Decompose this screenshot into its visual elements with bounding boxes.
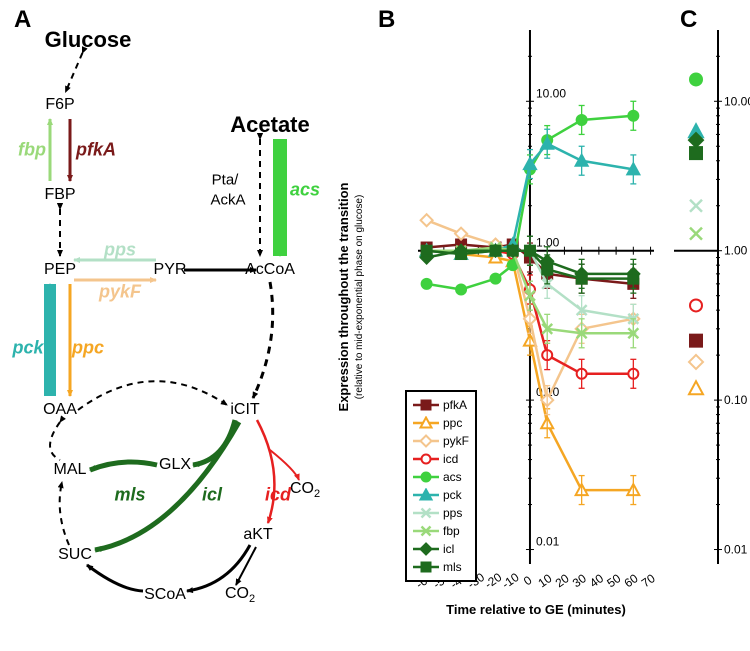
node-suc: SUC	[58, 546, 92, 564]
svg-text:40: 40	[587, 571, 606, 590]
svg-text:Time relative to GE (minutes): Time relative to GE (minutes)	[446, 602, 626, 617]
svg-text:-10: -10	[499, 570, 522, 592]
gene-label-icl: icl	[202, 485, 222, 506]
legend-item-ppc: ppc	[413, 414, 469, 432]
panel-b-chart: 0.010.101.0010.00-60-50-40-30-20-1001020…	[370, 20, 660, 620]
svg-text:30: 30	[570, 571, 589, 590]
node-icit: iCIT	[230, 401, 259, 419]
node-accoa: AcCoA	[245, 261, 295, 279]
svg-text:0.10: 0.10	[724, 393, 748, 407]
legend-item-pfkA: pfkA	[413, 396, 469, 414]
figure-root: A B C GlucoseF6PFBPPEPPYRAcetateAcCoAOAA…	[0, 0, 750, 651]
gene-label-pykF: pykF	[99, 282, 141, 303]
panel-c-chart: 0.010.101.0010.00Expression in mid-expon…	[668, 20, 748, 620]
node-akt: aKT	[243, 526, 272, 544]
gene-label-icd: icd	[265, 485, 291, 506]
gene-label-pta: Pta/	[212, 172, 239, 189]
svg-text:0.01: 0.01	[536, 535, 560, 549]
svg-text:10.00: 10.00	[536, 86, 566, 100]
svg-text:20: 20	[553, 571, 572, 590]
legend-item-icd: icd	[413, 450, 469, 468]
node-pyr: PYR	[154, 261, 187, 279]
svg-text:1.00: 1.00	[724, 244, 748, 258]
gene-label-fbp: fbp	[18, 140, 46, 161]
legend-item-pps: pps	[413, 504, 469, 522]
svg-text:(relative to mid-exponential p: (relative to mid-exponential phase on gl…	[354, 195, 365, 400]
node-co2a: CO2	[290, 480, 320, 500]
panel-a-diagram: Glucose F6P FBP PEP PYR Acetate AcCoA OAA iCIT GL…	[0, 0, 360, 651]
legend-item-acs: acs	[413, 468, 469, 486]
node-fbp: FBP	[44, 186, 75, 204]
chart-legend: pfkAppcpykFicdacspckppsfbpiclmls	[405, 390, 477, 582]
node-acetate: Acetate	[230, 112, 309, 138]
node-glucose: Glucose	[45, 27, 132, 53]
svg-text:60: 60	[622, 571, 641, 590]
legend-item-fbp: fbp	[413, 522, 469, 540]
legend-item-icl: icl	[413, 540, 469, 558]
legend-item-pykF: pykF	[413, 432, 469, 450]
node-glx: GLX	[159, 456, 191, 474]
svg-text:70: 70	[639, 571, 658, 590]
node-oaa: OAA	[43, 401, 77, 419]
svg-text:0: 0	[521, 573, 535, 588]
gene-label-acs: acs	[290, 180, 320, 201]
gene-label-ppc: ppc	[72, 338, 104, 359]
node-scoa: SCoA	[144, 586, 186, 604]
gene-label-pfkA: pfkA	[76, 140, 116, 161]
legend-item-pck: pck	[413, 486, 469, 504]
gene-label-ackA: AckA	[210, 192, 245, 209]
svg-text:50: 50	[604, 571, 623, 590]
svg-text:10.00: 10.00	[724, 94, 750, 108]
gene-label-mls: mls	[114, 485, 145, 506]
chartc-svg: 0.010.101.0010.00Expression in mid-expon…	[668, 20, 748, 620]
gene-label-pck: pck	[12, 338, 43, 359]
svg-text:10: 10	[535, 571, 554, 590]
svg-text:Expression throughout the tran: Expression throughout the transition	[336, 182, 351, 411]
node-co2b: CO2	[225, 585, 255, 605]
legend-item-mls: mls	[413, 558, 469, 576]
node-mal: MAL	[54, 461, 87, 479]
svg-text:0.01: 0.01	[724, 543, 748, 557]
node-pep: PEP	[44, 261, 76, 279]
gene-label-pps: pps	[104, 240, 136, 261]
node-f6p: F6P	[45, 96, 74, 114]
